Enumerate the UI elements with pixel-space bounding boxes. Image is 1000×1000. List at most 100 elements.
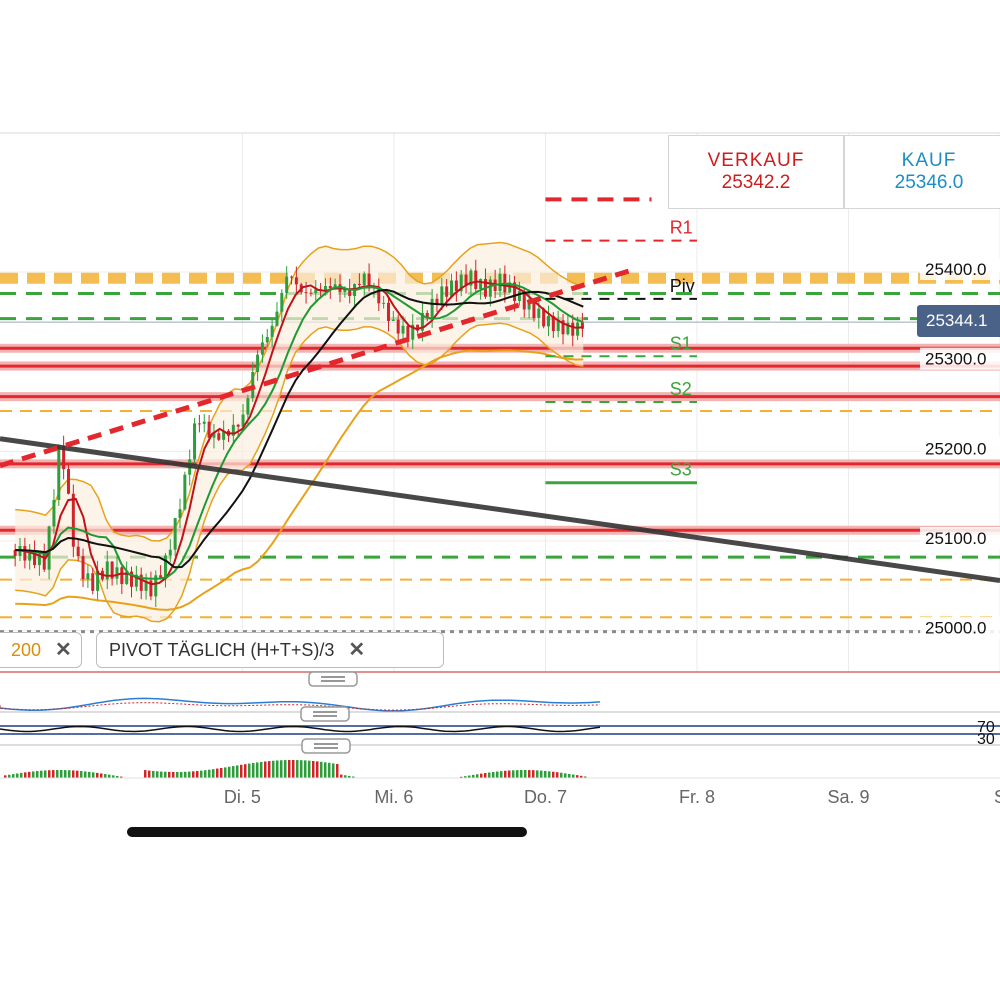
volume-bar <box>88 771 91 778</box>
ma-fast <box>15 280 584 586</box>
candle-body <box>270 325 274 337</box>
candle-body <box>488 279 492 297</box>
volume-bar <box>180 771 183 778</box>
panel-resize-handle[interactable] <box>308 671 358 687</box>
macd-signal <box>0 702 601 711</box>
ma-mid <box>15 282 584 580</box>
volume-bar <box>24 772 27 778</box>
candle-body <box>47 526 51 570</box>
volume-bar <box>352 776 355 778</box>
candle-body <box>28 550 32 561</box>
volume-bar <box>92 772 95 778</box>
candle-body <box>62 445 66 470</box>
candle-body <box>193 423 197 460</box>
sell-label: VERKAUF <box>707 150 805 171</box>
candle-body <box>81 556 85 580</box>
volume-bar <box>476 774 479 778</box>
x-axis-bg <box>0 778 1000 813</box>
panel-resize-handle[interactable] <box>301 738 351 754</box>
volume-bar <box>520 770 523 778</box>
volume-bar <box>580 775 583 778</box>
y-tick-bg <box>920 616 1000 639</box>
candle-body <box>33 550 37 566</box>
volume-bar <box>552 771 555 778</box>
candle-body <box>52 500 56 527</box>
volume-bar <box>72 770 75 778</box>
volume-bar <box>584 776 587 778</box>
candle-body <box>333 284 337 289</box>
indicator-chip-ma200-label: 200 <box>11 640 42 660</box>
volume-bar <box>340 774 343 778</box>
candle-body <box>498 273 502 292</box>
volume-bar <box>60 770 63 778</box>
candle-body <box>580 322 584 329</box>
sell-quote-button[interactable]: VERKAUF 25342.2 <box>668 135 844 209</box>
indicator-chip-pivot[interactable]: PIVOT TÄGLICH (H+T+S)/3 ✕ <box>96 632 444 668</box>
volume-bar <box>284 760 287 778</box>
candle-body <box>314 289 318 294</box>
candle-body <box>125 571 129 585</box>
candle-body <box>479 279 483 289</box>
indicator-chip-pivot-label: PIVOT TÄGLICH (H+T+S)/3 <box>109 640 335 660</box>
close-icon[interactable]: ✕ <box>348 639 366 661</box>
candle-body <box>217 433 221 440</box>
candle-body <box>464 274 468 286</box>
y-tick-bg <box>920 437 1000 460</box>
candle-body <box>183 474 187 510</box>
candle-body <box>144 580 148 591</box>
candle-body <box>367 273 371 289</box>
candle-body <box>445 286 449 297</box>
volume-bar <box>564 773 567 778</box>
volume-bar <box>500 771 503 778</box>
volume-bar <box>468 775 471 778</box>
volume-bar <box>244 764 247 778</box>
volume-bar <box>16 773 19 778</box>
volume-bar <box>112 775 115 778</box>
volume-bar <box>288 760 291 778</box>
candle-body <box>134 574 138 587</box>
volume-bar <box>572 774 575 778</box>
y-tick-bg <box>920 347 1000 370</box>
candle-body <box>159 575 163 578</box>
volume-bar <box>108 774 111 778</box>
volume-bar <box>212 769 215 778</box>
volume-bar <box>236 765 239 778</box>
volume-bar <box>156 771 159 778</box>
candle-body <box>406 325 410 340</box>
volume-bar <box>44 770 47 778</box>
candle-body <box>430 298 434 319</box>
close-icon[interactable]: ✕ <box>55 639 72 661</box>
buy-quote-button[interactable]: KAUF 25346.0 <box>844 135 1000 209</box>
candle-body <box>386 302 390 321</box>
volume-bar <box>556 772 559 778</box>
panel-resize-handle[interactable] <box>300 706 350 722</box>
volume-bar <box>260 761 263 778</box>
indicator-chip-ma200[interactable]: 200 ✕ <box>0 632 82 668</box>
volume-bar <box>524 770 527 778</box>
candle-body <box>440 286 444 305</box>
candle-body <box>576 322 580 336</box>
volume-bar <box>20 772 23 778</box>
volume-bar <box>160 771 163 778</box>
horizontal-scrollbar[interactable] <box>127 827 527 837</box>
bollinger-bands <box>15 241 584 623</box>
volume-bar <box>272 760 275 778</box>
candle-body <box>551 315 555 332</box>
volume-bar <box>240 764 243 778</box>
candle-body <box>231 424 235 436</box>
volume-bar <box>484 773 487 778</box>
volume-bar <box>252 762 255 778</box>
volume-bar <box>172 771 175 778</box>
candle-body <box>275 311 279 326</box>
candlestick-series <box>13 259 584 608</box>
candle-body <box>454 280 458 292</box>
macd-line <box>0 697 601 712</box>
trend-line <box>0 268 630 469</box>
volume-bar <box>32 771 35 778</box>
rsi-line <box>0 725 601 733</box>
rsi-70-label: 70 <box>977 719 995 736</box>
volume-bar <box>192 771 195 778</box>
volume-bar <box>120 776 123 778</box>
volume-bar <box>40 770 43 778</box>
